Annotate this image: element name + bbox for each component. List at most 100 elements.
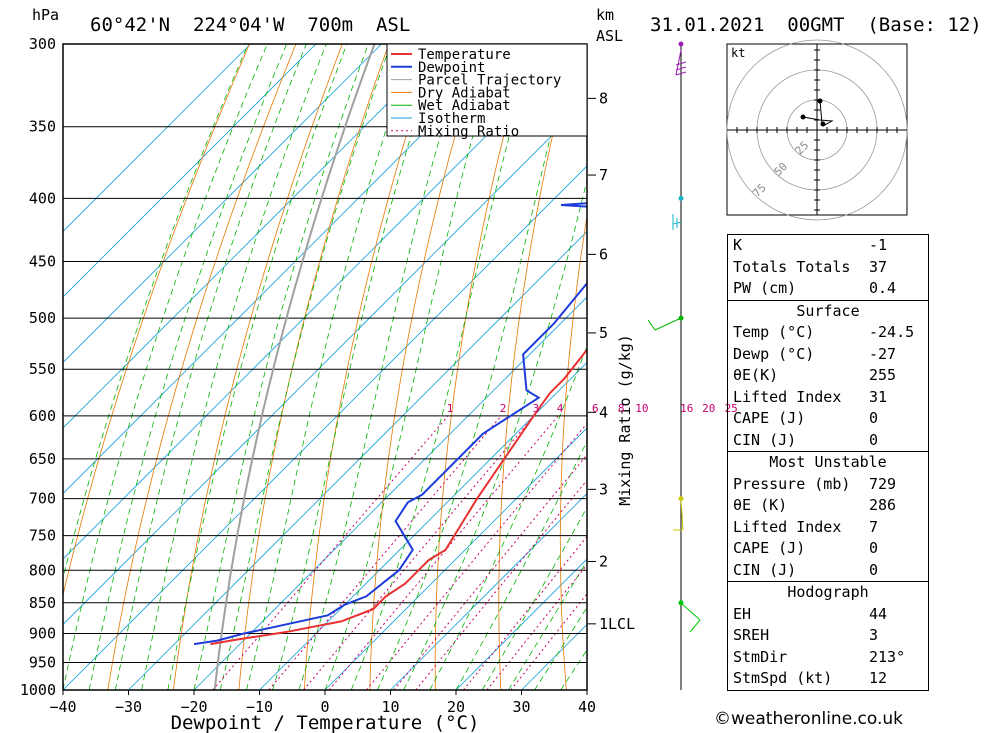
- isotherm-line: [63, 44, 448, 429]
- surface-row: CAPE (J) 0: [733, 409, 879, 427]
- mixing-ratio-label: 16: [680, 402, 693, 415]
- mixing-ratio-line: [328, 415, 559, 690]
- isotherm-line: [390, 492, 587, 690]
- pressure-tick-label: 550: [29, 360, 56, 378]
- km-tick-label: 3: [599, 480, 608, 498]
- isotherm-line: [63, 44, 382, 364]
- pressure-tick-label: 500: [29, 309, 56, 327]
- indices-row-totals-totals: Totals Totals 37: [733, 257, 888, 276]
- dry-adiabat-line: [369, 44, 482, 690]
- wet-adiabat-line: [63, 44, 268, 690]
- pressure-tick-label: 900: [29, 624, 56, 642]
- surface-row: Temp (°C) -24.5: [733, 323, 915, 341]
- mixing-ratio-line: [486, 563, 587, 690]
- legend-label: Dewpoint: [418, 60, 485, 76]
- hodograph-row: StmDir 213°: [733, 647, 906, 666]
- isotherm-line: [128, 230, 587, 690]
- surface-row: Dewp (°C) -27: [733, 344, 897, 363]
- most-unstable-row: θE (K) 286: [733, 496, 897, 514]
- km-tick-label: 5: [599, 324, 608, 342]
- most-unstable-section: Most Unstable Pressure (mb) 729 θE (K) 286…: [728, 451, 928, 581]
- hodograph-point: [800, 114, 806, 120]
- km-tick-label: 4: [599, 403, 608, 421]
- hodograph-stats-section: Hodograph EH 44 SREH 3 StmDir 213° StmSpd (…: [728, 581, 928, 690]
- y-unit-label: hPa: [32, 6, 59, 24]
- isotherm-line: [63, 44, 513, 495]
- temperature-line: [210, 348, 587, 646]
- wind-barb: [673, 499, 684, 531]
- hodograph-row: EH 44: [733, 604, 888, 623]
- x-tick-label: 20: [447, 698, 465, 716]
- most-unstable-title: Most Unstable: [769, 453, 887, 471]
- surface-title: Surface: [796, 301, 860, 320]
- legend-label: Dry Adiabat: [418, 85, 511, 101]
- x-tick-label: 40: [578, 698, 596, 716]
- surface-row: CIN (J) 0: [733, 430, 879, 449]
- legend-label: Wet Adiabat: [418, 98, 511, 114]
- x-tick-label: −30: [115, 698, 142, 716]
- pressure-tick-label: 400: [29, 189, 56, 207]
- location-title: 60°42'N 224°04'W 700m ASL: [90, 14, 410, 36]
- km-label: km: [596, 6, 614, 24]
- wind-barb: [680, 602, 701, 633]
- isotherm-line: [63, 44, 251, 233]
- pressure-tick-label: 350: [29, 118, 56, 136]
- mixing-ratio-label: 4: [557, 402, 564, 415]
- wet-adiabat-line: [141, 44, 327, 690]
- km-tick-label: 2: [599, 552, 608, 570]
- hodograph-stats-title: Hodograph: [787, 583, 869, 601]
- pressure-tick-label: 650: [29, 450, 56, 468]
- isotherm-line: [63, 44, 317, 298]
- wet-adiabat-line: [350, 44, 535, 690]
- wet-adiabat-line: [193, 44, 369, 690]
- legend-label: Temperature: [418, 47, 511, 63]
- wind-level-marker: [678, 496, 684, 502]
- asl-label: ASL: [596, 27, 623, 45]
- x-tick-label: 0: [320, 698, 329, 716]
- dry-adiabat-line: [678, 44, 714, 690]
- wet-adiabat-line: [455, 440, 587, 690]
- mixing-ratio-label: 20: [702, 402, 715, 415]
- wet-adiabat-line: [115, 44, 307, 690]
- wind-barb: [647, 317, 682, 331]
- most-unstable-row: Lifted Index 7: [733, 517, 879, 536]
- dry-adiabat-line: [63, 44, 250, 597]
- mixing-ratio-label: 3: [533, 402, 540, 415]
- indices-row-pw: PW (cm) 0.4: [733, 279, 897, 297]
- most-unstable-row: CIN (J) 0: [733, 560, 879, 579]
- wind-profile: [647, 41, 701, 690]
- km-tick-label: 8: [599, 89, 608, 107]
- mixing-ratio-line: [268, 415, 502, 690]
- most-unstable-row: Pressure (mb) 729: [733, 474, 897, 493]
- most-unstable-row: CAPE (J) 0: [733, 539, 879, 557]
- dry-adiabat-line: [498, 44, 575, 690]
- pressure-tick-label: 950: [29, 653, 56, 671]
- wet-adiabat-line: [403, 178, 587, 690]
- copyright-footer[interactable]: ©weatheronline.co.uk: [714, 709, 904, 729]
- mixing-ratio-axis-title: Mixing Ratio (g/kg): [616, 334, 634, 506]
- dewpoint-line: [193, 202, 587, 646]
- mixing-ratio-line: [393, 454, 587, 690]
- x-tick-label: −40: [49, 698, 76, 716]
- wet-adiabat-line: [219, 44, 392, 690]
- pressure-tick-label: 1000: [20, 681, 56, 699]
- legend-label: Isotherm: [418, 111, 485, 127]
- isotherm-line: [63, 165, 587, 690]
- x-tick-label: −20: [180, 698, 207, 716]
- x-tick-label: 30: [512, 698, 530, 716]
- wind-barb: [672, 214, 682, 230]
- hodograph-unit-label: kt: [731, 46, 745, 60]
- parcel-trajectory-line: [213, 44, 376, 690]
- dry-adiabat-line: [991, 44, 1000, 690]
- wind-level-marker: [678, 41, 684, 47]
- dry-adiabat-line: [238, 44, 390, 690]
- x-tick-label: 10: [381, 698, 399, 716]
- wind-barb: [675, 49, 687, 76]
- mixing-ratio-label: 10: [635, 402, 648, 415]
- hodograph-row: StmSpd (kt) 12: [733, 669, 888, 687]
- indices-row-k: K -1: [733, 236, 888, 254]
- indices-table: K -1 Totals Totals 37 PW (cm) 0.4 Surface T…: [727, 234, 929, 691]
- hodograph-row: SREH 3: [733, 626, 879, 644]
